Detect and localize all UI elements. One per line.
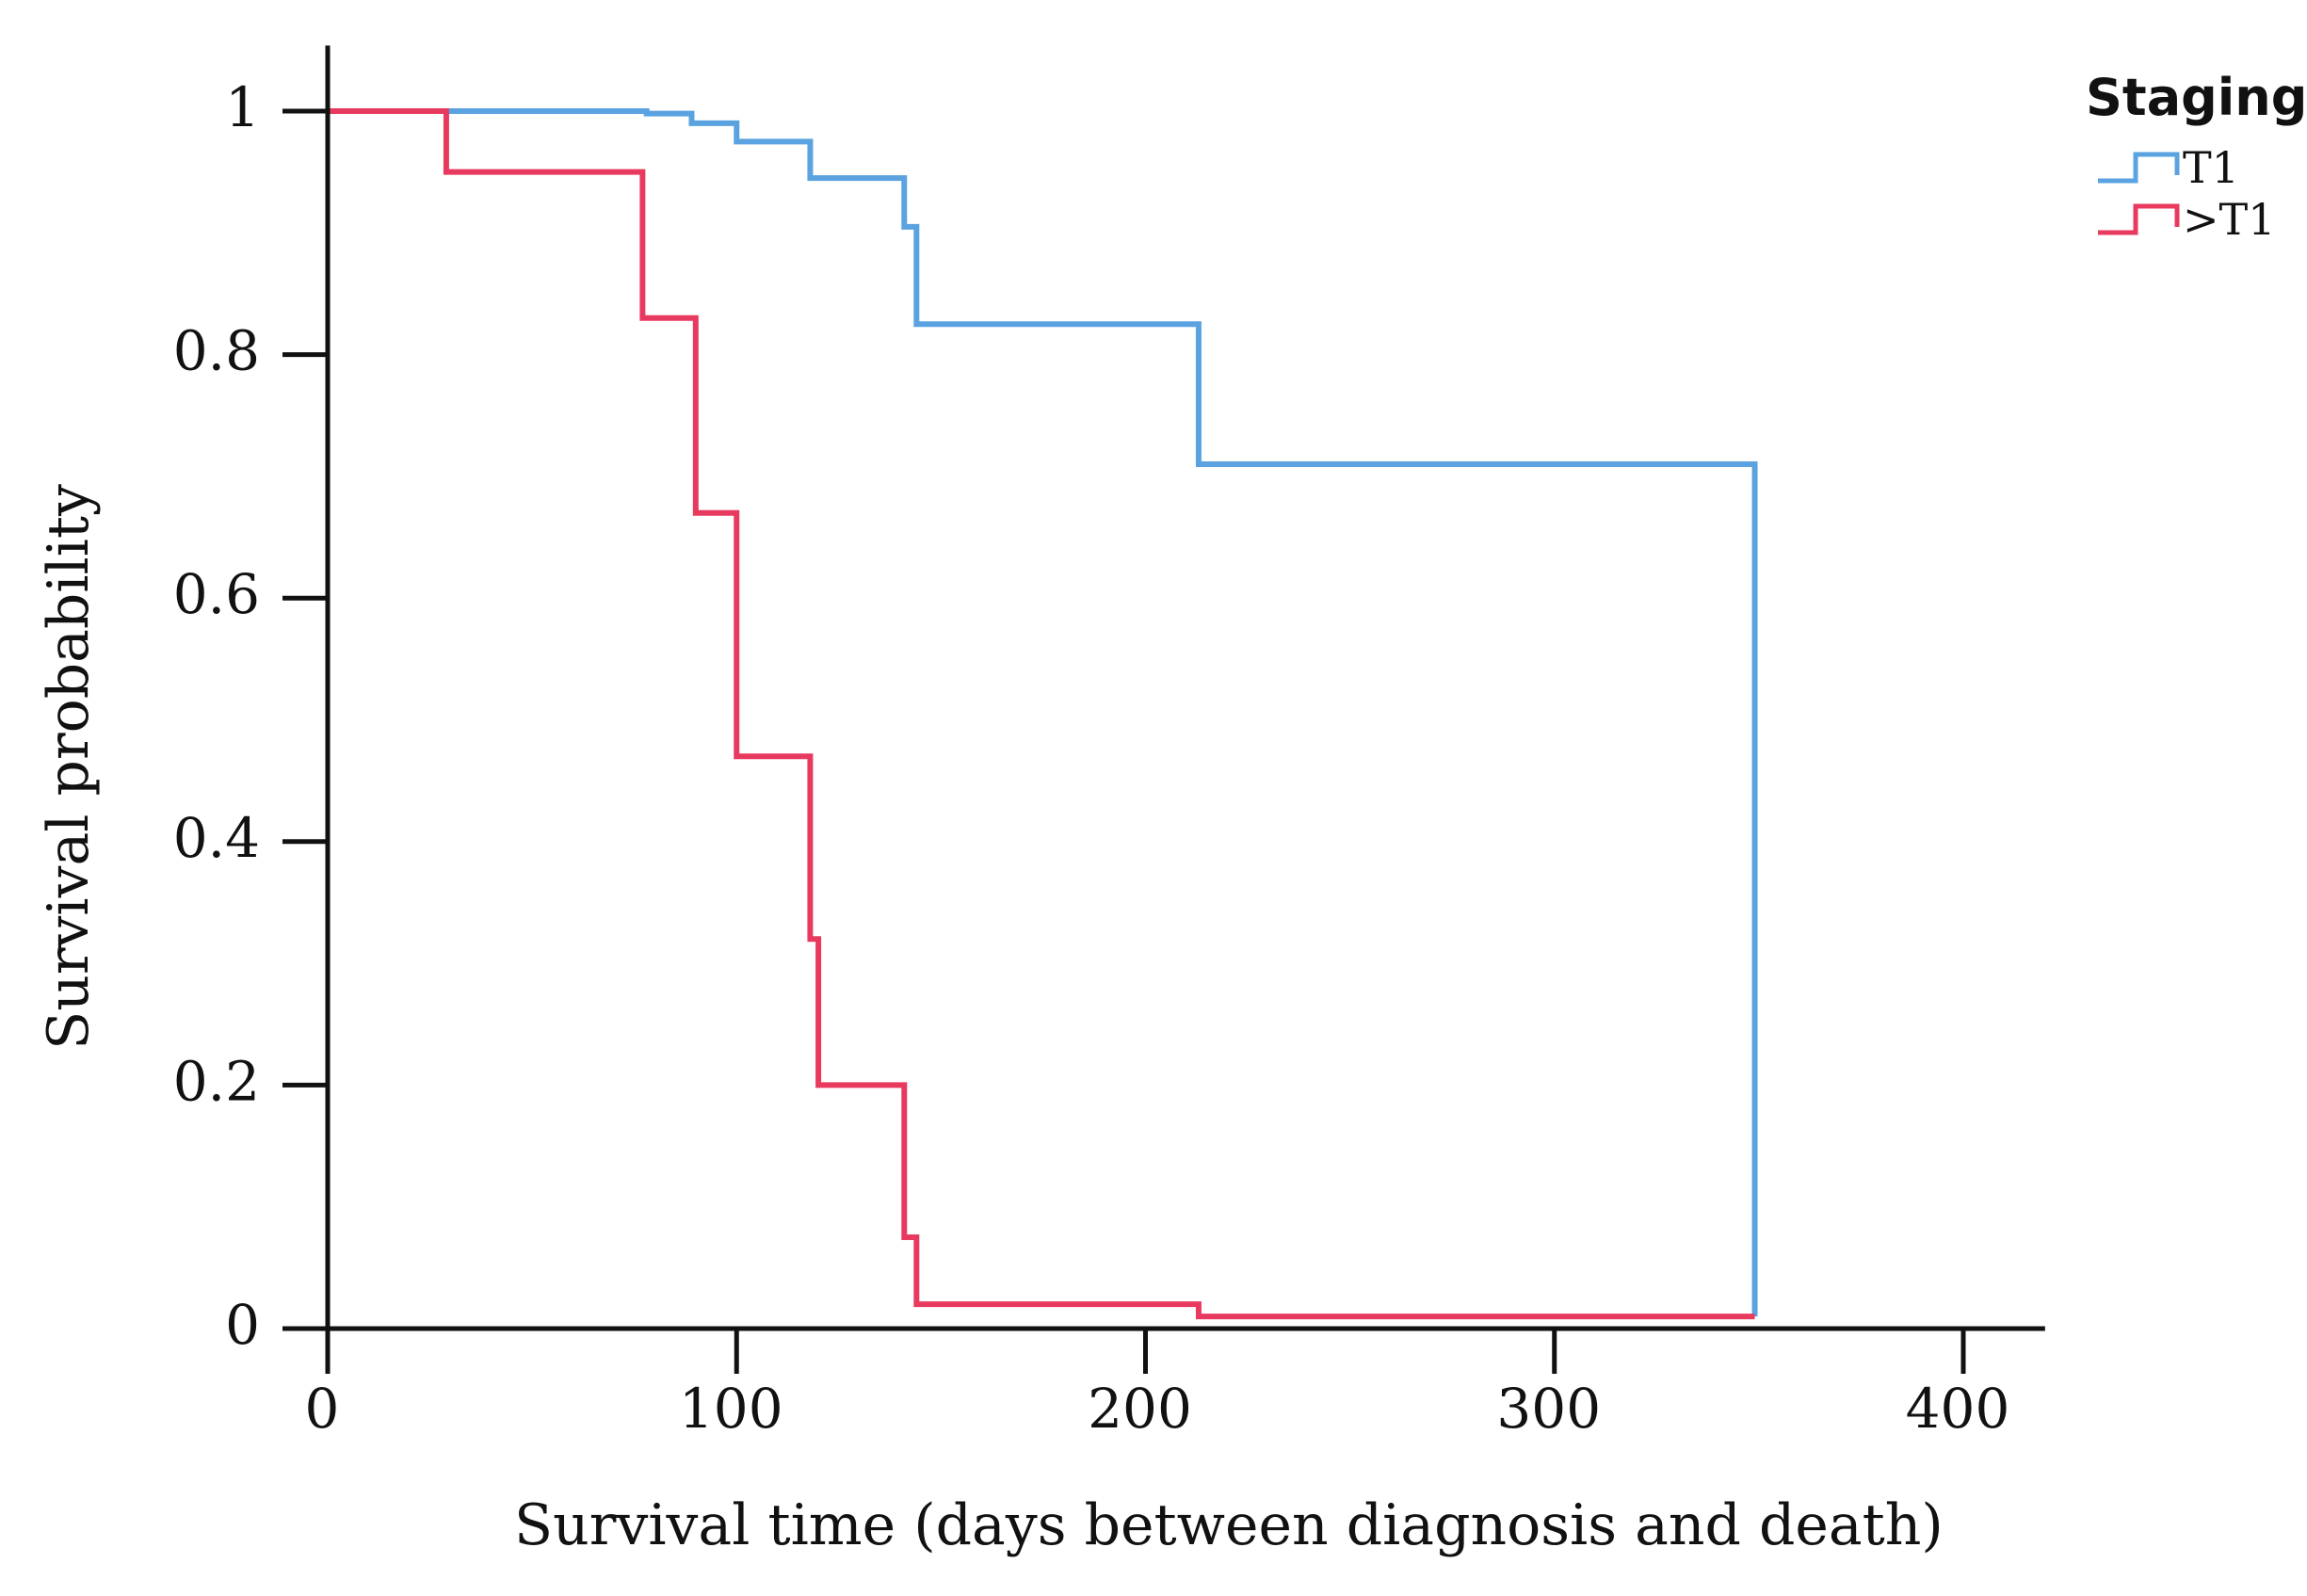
y-tick-label: 0.8 bbox=[173, 319, 260, 383]
y-tick-label: 0.6 bbox=[173, 562, 260, 626]
legend-title: Staging bbox=[2086, 68, 2307, 127]
x-tick-label: 400 bbox=[1906, 1377, 2010, 1441]
y-tick-label: 0.2 bbox=[173, 1049, 260, 1113]
series-line-t1 bbox=[328, 108, 1758, 1317]
legend-label: >T1 bbox=[2183, 194, 2276, 245]
x-tick-label: 300 bbox=[1496, 1377, 1601, 1441]
y-tick-label: 0.4 bbox=[173, 806, 260, 870]
series-lines bbox=[328, 108, 1758, 1320]
x-tick-label: 0 bbox=[305, 1377, 340, 1441]
y-axis-title: Survival probability bbox=[36, 484, 102, 1050]
x-tick-label: 100 bbox=[679, 1377, 783, 1441]
y-tick-label: 1 bbox=[225, 75, 260, 139]
y-axis-ticks: 0 0.2 0.4 0.6 0.8 1 bbox=[173, 75, 328, 1357]
legend-swatch bbox=[2098, 152, 2180, 184]
x-axis-ticks: 0 100 200 300 400 bbox=[305, 1329, 2010, 1441]
legend-label: T1 bbox=[2183, 142, 2239, 193]
series-line-gt-t1 bbox=[328, 108, 1755, 1320]
legend-swatch bbox=[2098, 203, 2180, 235]
y-tick-label: 0 bbox=[225, 1293, 260, 1357]
x-tick-label: 200 bbox=[1088, 1377, 1192, 1441]
legend: Staging T1>T1 bbox=[2086, 68, 2307, 245]
x-axis-title: Survival time (days between diagnosis an… bbox=[514, 1492, 1944, 1558]
